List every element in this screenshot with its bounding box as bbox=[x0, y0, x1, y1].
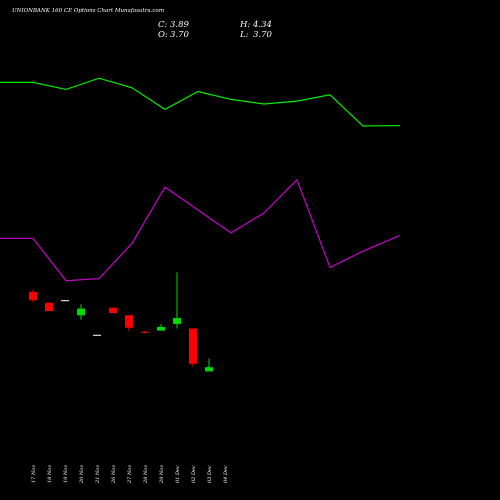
candle-body bbox=[61, 300, 69, 302]
high-value: 4.34 bbox=[252, 20, 272, 30]
candle-body bbox=[205, 367, 213, 372]
x-tick-label: 02 Dec bbox=[191, 465, 197, 483]
x-tick-label: 04 Dec bbox=[223, 465, 229, 483]
candle-body bbox=[77, 308, 85, 316]
x-tick-label: 01 Dec bbox=[175, 465, 181, 483]
candle-body bbox=[189, 328, 197, 364]
overlay-line-2 bbox=[0, 178, 401, 282]
x-tick-label: 19 Nov bbox=[63, 465, 69, 483]
candle-body bbox=[109, 307, 117, 314]
candle-2 bbox=[45, 302, 53, 312]
candle-8 bbox=[141, 331, 149, 334]
overlay-lines bbox=[0, 77, 401, 282]
candle-4 bbox=[77, 304, 85, 320]
candle-1 bbox=[29, 289, 37, 303]
chart-title: UNIONBANK 160 CE Options Chart Munafasut… bbox=[12, 8, 164, 14]
open-value: 3.70 bbox=[170, 30, 190, 40]
candle-body bbox=[125, 315, 133, 328]
x-tick-label: 21 Nov bbox=[95, 465, 101, 484]
candle-12 bbox=[205, 358, 213, 372]
candle-3 bbox=[61, 300, 69, 302]
low-value: 3.70 bbox=[253, 30, 273, 40]
candle-body bbox=[29, 291, 37, 301]
candle-5 bbox=[93, 334, 101, 336]
overlay-line-1 bbox=[0, 77, 401, 127]
x-tick-label: 29 Nov bbox=[159, 465, 165, 484]
x-tick-label: 26 Nov bbox=[111, 465, 117, 484]
x-tick-label: 28 Nov bbox=[143, 465, 149, 484]
x-tick-label: 17 Nov bbox=[31, 465, 37, 483]
close-value: 3.89 bbox=[170, 20, 190, 30]
candle-body bbox=[45, 302, 53, 311]
candle-body bbox=[141, 331, 149, 333]
candle-11 bbox=[189, 328, 197, 367]
high-label: H: bbox=[239, 20, 250, 30]
candles bbox=[29, 272, 213, 372]
open-label: O: bbox=[158, 30, 168, 40]
candle-9 bbox=[157, 323, 165, 331]
x-tick-label: 20 Nov bbox=[79, 465, 85, 484]
x-axis-ticks: 17 Nov 18 Nov 19 Nov 20 Nov 21 Nov 26 Nov 27 N… bbox=[31, 465, 229, 484]
candle-10 bbox=[173, 272, 181, 329]
candle-6 bbox=[109, 307, 117, 314]
x-tick-label: 18 Nov bbox=[47, 465, 53, 483]
low-label: L: bbox=[239, 30, 249, 40]
close-label: C: bbox=[158, 20, 168, 30]
candle-body bbox=[173, 318, 181, 324]
x-tick-label: 27 Nov bbox=[127, 465, 133, 484]
candle-body bbox=[93, 334, 101, 336]
x-tick-label: 03 Dec bbox=[207, 465, 213, 483]
candle-7 bbox=[125, 315, 133, 331]
candle-body bbox=[157, 326, 165, 331]
